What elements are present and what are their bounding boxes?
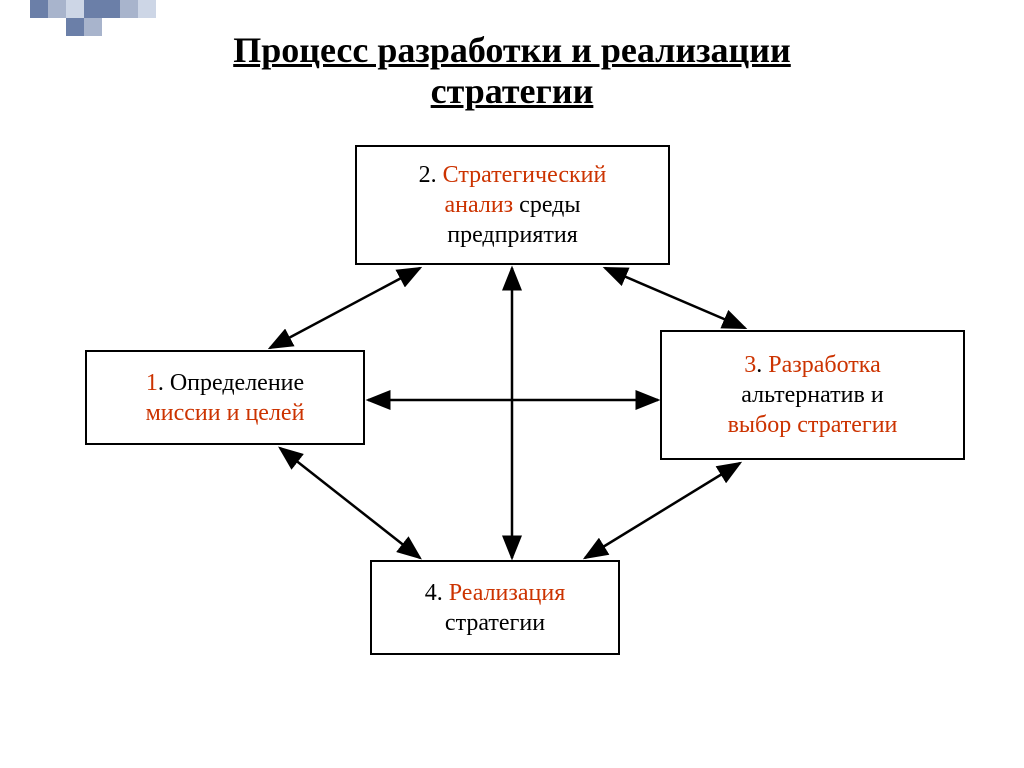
text-segment: миссии и целей (146, 400, 305, 426)
text-segment: анализ (445, 192, 514, 218)
node-text-line: 1. Определение (146, 368, 304, 398)
text-segment: 2. (419, 162, 443, 188)
node-n1: 1. Определениемиссии и целей (85, 350, 365, 445)
node-n3: 3. Разработкаальтернатив ивыбор стратеги… (660, 330, 965, 460)
node-n4: 4. Реализациястратегии (370, 560, 620, 655)
text-segment: . Определение (158, 370, 304, 396)
text-segment: стратегии (445, 610, 545, 636)
node-text-line: 3. Разработка (744, 350, 880, 380)
text-segment: . (756, 352, 768, 378)
text-segment: Стратегический (443, 162, 607, 188)
edge-n1-n4 (280, 448, 420, 558)
node-text-line: выбор стратегии (728, 410, 898, 440)
text-segment: 3 (744, 352, 756, 378)
edge-n3-n4 (585, 463, 740, 558)
text-segment: 1 (146, 370, 158, 396)
text-segment: среды (513, 192, 580, 218)
node-text-line: 2. Стратегический (419, 160, 607, 190)
node-text-line: 4. Реализация (425, 578, 566, 608)
text-segment: Реализация (449, 580, 566, 606)
text-segment: выбор стратегии (728, 412, 898, 438)
edge-n2-n3 (605, 268, 745, 328)
node-text-line: миссии и целей (146, 398, 305, 428)
node-text-line: анализ среды (445, 190, 581, 220)
text-segment: Разработка (768, 352, 880, 378)
node-n2: 2. Стратегическийанализ средыпредприятия (355, 145, 670, 265)
text-segment: альтернатив и (741, 382, 883, 408)
edge-n2-n1 (270, 268, 420, 348)
text-segment: 4. (425, 580, 449, 606)
node-text-line: альтернатив и (741, 380, 883, 410)
node-text-line: предприятия (447, 220, 578, 250)
flowchart: 1. Определениемиссии и целей2. Стратегич… (0, 0, 1024, 768)
node-text-line: стратегии (445, 608, 545, 638)
text-segment: предприятия (447, 222, 578, 248)
